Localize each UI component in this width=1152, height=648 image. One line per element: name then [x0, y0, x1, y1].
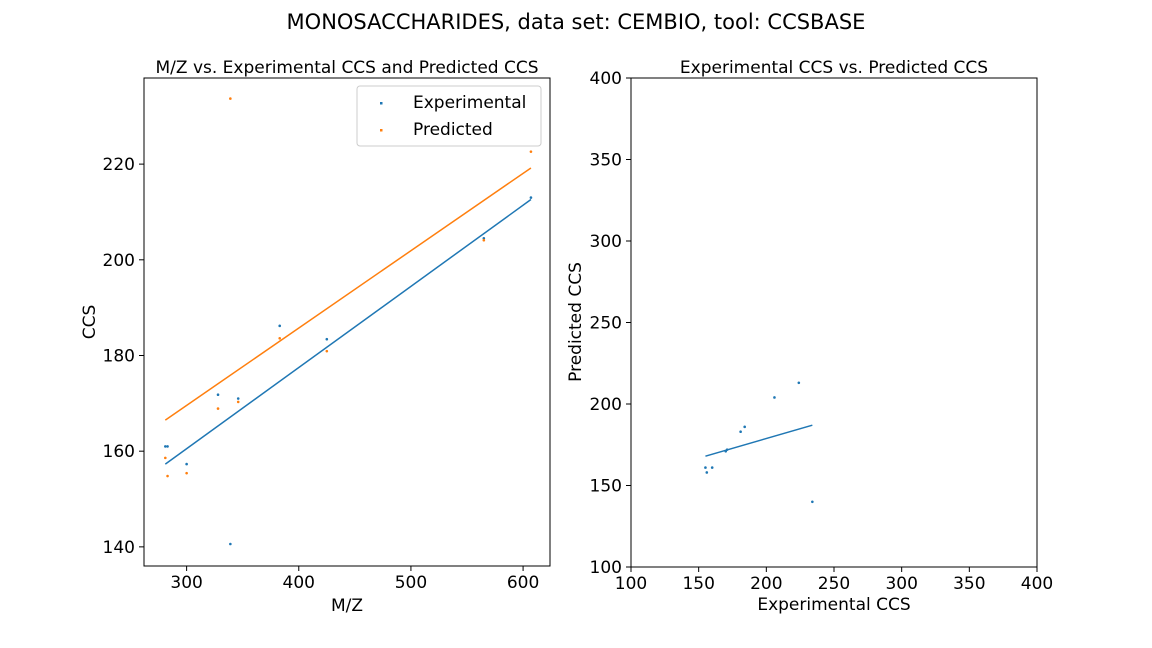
- left-fit-line-experimental: [164, 198, 532, 465]
- left-point-experimental: [216, 393, 220, 397]
- right-y-tick-label: 300: [590, 232, 622, 252]
- right-y-tick-label: 150: [590, 477, 622, 497]
- left-point-predicted: [166, 474, 169, 478]
- left-point-predicted: [164, 456, 167, 460]
- right-point: [811, 500, 814, 504]
- left-y-axis: 140 160 180 200 220: [103, 155, 144, 558]
- right-x-tick-label: 100: [615, 574, 647, 594]
- right-x-tick-label: 150: [682, 574, 714, 594]
- left-point-predicted: [216, 407, 220, 410]
- legend-marker-predicted: [380, 129, 383, 132]
- left-point-predicted: [325, 349, 329, 353]
- right-point: [743, 425, 746, 429]
- left-point-experimental: [166, 445, 169, 448]
- left-point-predicted: [278, 336, 282, 340]
- right-x-axis-label: Experimental CCS: [757, 595, 910, 615]
- left-point-predicted: [229, 97, 232, 100]
- right-chart-marks: [704, 381, 814, 504]
- legend-label-predicted: Predicted: [413, 120, 493, 140]
- right-y-tick-label: 100: [590, 558, 622, 578]
- left-y-tick-label: 160: [103, 442, 135, 462]
- left-chart: M/Z vs. Experimental CCS and Predicted C…: [80, 58, 551, 616]
- right-point: [725, 448, 729, 451]
- left-y-tick-label: 220: [103, 155, 135, 175]
- left-x-tick-label: 500: [395, 573, 427, 593]
- left-point-predicted: [482, 238, 486, 242]
- left-plot-frame: [143, 77, 551, 567]
- left-point-experimental: [185, 462, 188, 466]
- right-point: [704, 466, 707, 469]
- left-y-tick-label: 140: [103, 538, 135, 558]
- left-point-predicted: [236, 400, 240, 404]
- right-chart: Experimental CCS vs. Predicted CCS 100 15…: [566, 58, 1053, 615]
- left-point-predicted: [185, 471, 188, 475]
- right-chart-title: Experimental CCS vs. Predicted CCS: [680, 58, 988, 78]
- right-point: [797, 381, 801, 385]
- right-y-tick-label: 250: [590, 314, 622, 334]
- right-x-tick-label: 350: [953, 574, 985, 594]
- left-point-experimental: [325, 337, 329, 341]
- left-y-tick-label: 180: [103, 346, 135, 366]
- left-point-predicted: [529, 150, 533, 153]
- right-y-tick-label: 200: [590, 395, 622, 415]
- right-x-tick-label: 300: [885, 574, 917, 594]
- right-y-tick-label: 400: [590, 69, 622, 89]
- left-x-tick-label: 600: [507, 573, 539, 593]
- right-y-tick-label: 350: [590, 151, 622, 171]
- left-chart-marks: [164, 97, 533, 546]
- left-point-experimental: [529, 196, 533, 199]
- left-y-tick-label: 200: [103, 251, 135, 271]
- right-fit-line: [705, 424, 813, 457]
- legend-box: [356, 85, 542, 147]
- left-y-axis-label: CCS: [80, 305, 100, 340]
- left-point-experimental: [278, 324, 282, 328]
- left-x-tick-label: 300: [170, 573, 202, 593]
- left-fit-line-predicted: [164, 167, 532, 421]
- right-y-axis: 100 150 200 250 300 350 400: [590, 69, 631, 578]
- legend: Experimental Predicted: [356, 85, 542, 147]
- left-point-experimental: [229, 542, 232, 546]
- right-y-axis-label: Predicted CCS: [566, 262, 586, 382]
- right-point: [705, 471, 709, 474]
- left-chart-title: M/Z vs. Experimental CCS and Predicted C…: [156, 58, 539, 78]
- legend-marker-experimental: [380, 102, 383, 105]
- left-point-experimental: [164, 445, 167, 448]
- legend-label-experimental: Experimental: [413, 93, 526, 113]
- right-point: [739, 430, 742, 434]
- right-x-tick-label: 200: [750, 574, 782, 594]
- left-point-experimental: [236, 397, 240, 400]
- left-point-experimental: [482, 236, 486, 240]
- right-point: [710, 466, 714, 469]
- left-x-axis-label: M/Z: [331, 596, 363, 616]
- right-x-axis: 100 150 200 250 300 350 400: [615, 567, 1053, 594]
- right-x-tick-label: 250: [818, 574, 850, 594]
- left-x-tick-label: 400: [283, 573, 315, 593]
- figure-suptitle: MONOSACCHARIDES, data set: CEMBIO, tool:…: [287, 10, 866, 34]
- right-x-tick-label: 400: [1021, 574, 1053, 594]
- left-x-axis: 300 400 500 600: [170, 566, 539, 593]
- right-point: [773, 396, 776, 399]
- right-plot-frame: [630, 77, 1038, 568]
